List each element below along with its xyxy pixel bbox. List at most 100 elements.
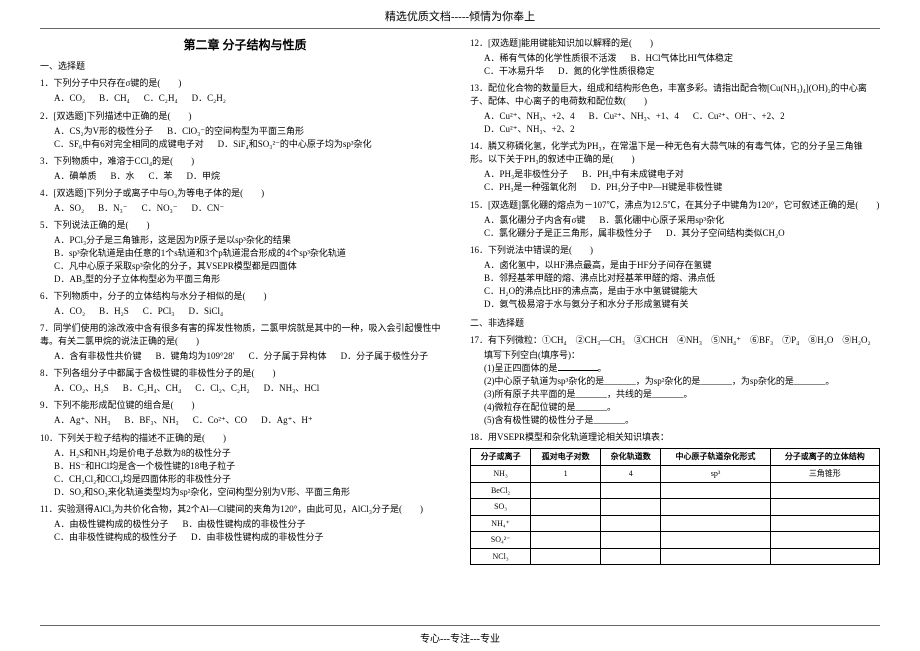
q14-d: D．PH₃分子中P—H键是非极性键 <box>591 181 723 194</box>
q16-b: B．邻羟基苯甲醛的熔、沸点比对羟基苯甲醛的熔、沸点低 <box>470 272 880 285</box>
q17-2: (2)中心原子轨道为sp³杂化的是_______，为sp²杂化的是_______… <box>470 375 880 388</box>
q11-c: C．由非极性键构成的极性分子 <box>54 531 177 544</box>
cell-blank[interactable] <box>531 548 601 565</box>
q15-d: D．其分子空间结构类似CH₂O <box>666 227 785 240</box>
q9-c: C．Co²⁺、CO <box>193 414 247 427</box>
cell: 4 <box>601 465 661 482</box>
q15-b: B．氯化硼中心原子采用sp³杂化 <box>599 214 724 227</box>
q11: 11．实验测得AlCl₃为共价化合物，其2个Al—Cl键间的夹角为120°，由此… <box>40 503 450 516</box>
cell: SO₃ <box>471 499 531 516</box>
q14-b: B．PH₃中有未成键电子对 <box>582 168 684 181</box>
q12: 12．[双选题]能用键能知识加以解释的是( ) <box>470 37 880 50</box>
cell-blank[interactable] <box>661 515 770 532</box>
q12-a: A．稀有气体的化学性质很不活泼 <box>484 52 617 65</box>
q12-d: D．氮的化学性质很稳定 <box>558 65 655 78</box>
cell-blank[interactable] <box>770 532 879 549</box>
q2: 2．[双选题]下列描述中正确的是( ) <box>40 110 450 123</box>
th-mol: 分子或离子 <box>471 449 531 466</box>
q13-d: D．Cu²⁺、NH₃、+2、2 <box>484 123 575 136</box>
q7-a: A．含有非极性共价键 <box>54 350 142 363</box>
cell: BeCl₂ <box>471 482 531 499</box>
q17-1: (1)呈正四面体的是。 <box>470 362 880 375</box>
q4: 4．[双选题]下列分子或离子中与O₃为等电子体的是( ) <box>40 187 450 200</box>
q13-opts: A．Cu²⁺、NH₃、+2、4 B．Cu²⁺、NH₃、+1、4 C．Cu²⁺、O… <box>470 110 880 123</box>
q10-a: A．H₂S和NH₃均是价电子总数为8的极性分子 <box>40 447 450 460</box>
q3-c: C．苯 <box>149 170 173 183</box>
q8: 8．下列各组分子中都属于含极性键的非极性分子的是( ) <box>40 367 450 380</box>
cell: NH₄⁺ <box>471 515 531 532</box>
cell-blank[interactable] <box>661 499 770 516</box>
q13-c: C．Cu²⁺、OH⁻、+2、2 <box>693 110 785 123</box>
table-header: 分子或离子 孤对电子对数 杂化轨道数 中心原子轨道杂化形式 分子或离子的立体结构 <box>471 449 880 466</box>
q16-d: D．氨气极易溶于水与氨分子和水分子形成氢键有关 <box>470 298 880 311</box>
right-column: 12．[双选题]能用键能知识加以解释的是( ) A．稀有气体的化学性质很不活泼 … <box>470 33 880 565</box>
q4-d: D．CN⁻ <box>191 202 224 215</box>
cell-blank[interactable] <box>601 482 661 499</box>
cell-blank[interactable] <box>531 532 601 549</box>
q2-d: D．SiF₄和SO₃²⁻的中心原子均为sp³杂化 <box>218 138 372 151</box>
cell-blank[interactable] <box>770 548 879 565</box>
q13-a: A．Cu²⁺、NH₃、+2、4 <box>484 110 575 123</box>
q11-opts: A．由极性键构成的极性分子 B．由极性键构成的非极性分子 <box>40 518 450 531</box>
table-row: NCl₃ <box>471 548 880 565</box>
q6-opts: A．CO₂ B．H₂S C．PCl₃ D．SiCl₄ <box>40 305 450 318</box>
cell: sp³ <box>661 465 770 482</box>
cell: NH₃ <box>471 465 531 482</box>
q10-c: C．CH₂Cl₂和CCl₄均是四面体形的非极性分子 <box>40 473 450 486</box>
q15-opts: A．氯化硼分子内含有σ键 B．氯化硼中心原子采用sp³杂化 <box>470 214 880 227</box>
q3-opts: A．碘单质 B．水 C．苯 D．甲烷 <box>40 170 450 183</box>
q17-5: (5)含有极性键的极性分子是_______。 <box>470 414 880 427</box>
cell-blank[interactable] <box>770 515 879 532</box>
q2-c: C．SF₆中有6对完全相同的成键电子对 <box>54 138 204 151</box>
q11-d: D．由非极性键构成的非极性分子 <box>191 531 324 544</box>
q8-a: A．CO₂、H₂S <box>54 382 109 395</box>
q9-b: B．BF₃、NH₃ <box>124 414 178 427</box>
q3-d: D．甲烷 <box>187 170 221 183</box>
q11-b: B．由极性键构成的非极性分子 <box>183 518 306 531</box>
table-row: BeCl₂ <box>471 482 880 499</box>
cell-blank[interactable] <box>661 532 770 549</box>
q16-a: A．卤化氢中，以HF沸点最高，是由于HF分子间存在氢键 <box>470 259 880 272</box>
q10: 10．下列关于粒子结构的描述不正确的是( ) <box>40 432 450 445</box>
q7-opts: A．含有非极性共价键 B．键角均为109°28′ C．分子属于异构体 D．分子属… <box>40 350 450 363</box>
q1-opts: A．CO₂ B．CH₄ C．C₂H₄ D．C₂H₂ <box>40 92 450 105</box>
q3: 3．下列物质中，难溶于CCl₄的是( ) <box>40 155 450 168</box>
cell-blank[interactable] <box>661 548 770 565</box>
cell-blank[interactable] <box>661 482 770 499</box>
q2-opts2: C．SF₆中有6对完全相同的成键电子对 D．SiF₄和SO₃²⁻的中心原子均为s… <box>40 138 450 151</box>
q6-a: A．CO₂ <box>54 305 85 318</box>
cell-blank[interactable] <box>601 515 661 532</box>
cell: 1 <box>531 465 601 482</box>
q5: 5．下列说法正确的是( ) <box>40 219 450 232</box>
q9-opts: A．Ag⁺、NH₃ B．BF₃、NH₃ C．Co²⁺、CO D．Ag⁺、H⁺ <box>40 414 450 427</box>
q3-b: B．水 <box>111 170 135 183</box>
cell: NCl₃ <box>471 548 531 565</box>
q4-b: B．N₃⁻ <box>98 202 127 215</box>
q12-b: B．HCl气体比HI气体稳定 <box>631 52 734 65</box>
q8-opts: A．CO₂、H₂S B．C₂H₄、CH₄ C．Cl₂、C₂H₂ D．NH₃、HC… <box>40 382 450 395</box>
q9-a: A．Ag⁺、NH₃ <box>54 414 110 427</box>
chapter-title: 第二章 分子结构与性质 <box>40 37 450 54</box>
page-content: 第二章 分子结构与性质 一、选择题 1．下列分子中只存在σ键的是( ) A．CO… <box>0 29 920 565</box>
cell-blank[interactable] <box>770 499 879 516</box>
cell-blank[interactable] <box>601 532 661 549</box>
cell-blank[interactable] <box>601 548 661 565</box>
table-row: SO₄²⁻ <box>471 532 880 549</box>
q1: 1．下列分子中只存在σ键的是( ) <box>40 77 450 90</box>
cell-blank[interactable] <box>531 515 601 532</box>
q6-c: C．PCl₃ <box>143 305 175 318</box>
q5-b: B．sp³杂化轨道是由任意的1个s轨道和3个p轨道混合形成的4个sp³杂化轨道 <box>40 247 450 260</box>
q9: 9．下列不能形成配位键的组合是( ) <box>40 399 450 412</box>
section-2-label: 二、非选择题 <box>470 317 880 330</box>
cell-blank[interactable] <box>531 499 601 516</box>
q5-d: D．AB₃型的分子立体构型必为平面三角形 <box>40 273 450 286</box>
cell-blank[interactable] <box>531 482 601 499</box>
page-footer: 专心---专注---专业 <box>0 625 920 645</box>
cell-blank[interactable] <box>770 482 879 499</box>
q13-opts2: D．Cu²⁺、NH₃、+2、2 <box>470 123 880 136</box>
cell-blank[interactable] <box>601 499 661 516</box>
table-row: SO₃ <box>471 499 880 516</box>
blank[interactable] <box>558 362 598 371</box>
q7-c: C．分子属于异构体 <box>249 350 327 363</box>
q11-opts2: C．由非极性键构成的极性分子 D．由非极性键构成的非极性分子 <box>40 531 450 544</box>
